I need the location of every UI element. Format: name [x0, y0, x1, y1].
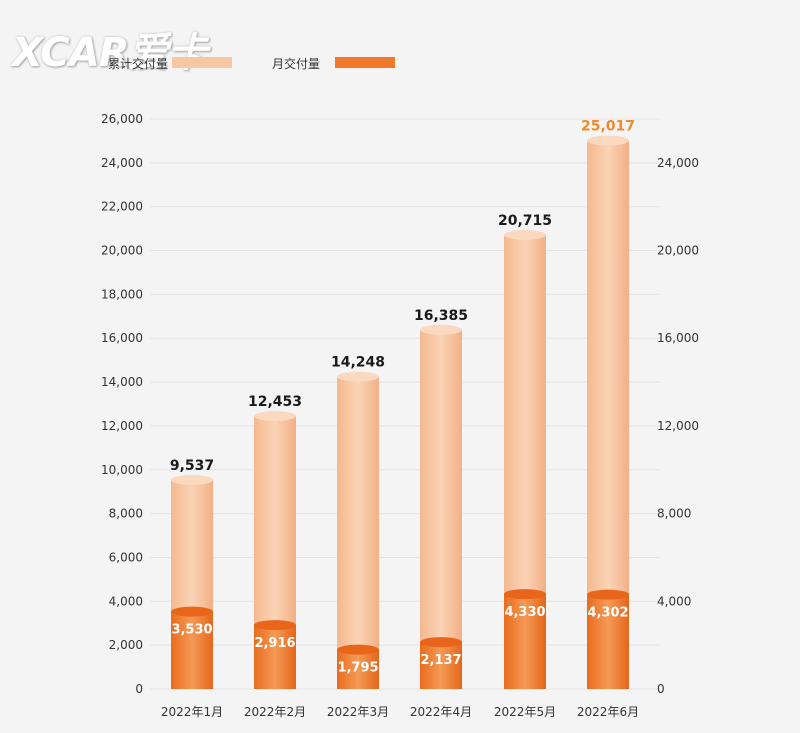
cumulative-bar-top — [420, 324, 462, 335]
right-axis-tick-label: 20,000 — [657, 244, 699, 258]
left-axis-tick-label: 6,000 — [109, 550, 143, 564]
cumulative-value-label: 9,537 — [170, 458, 214, 474]
right-axis-tick-label: 8,000 — [657, 507, 691, 521]
cumulative-bar-top — [587, 135, 629, 146]
left-axis-tick-label: 24,000 — [101, 156, 143, 170]
legend-swatch — [335, 57, 395, 68]
cumulative-bar-top — [171, 474, 213, 485]
cumulative-bar — [337, 376, 379, 689]
x-axis-category-label: 2022年6月 — [577, 705, 639, 719]
x-axis-category-label: 2022年3月 — [327, 705, 389, 719]
left-axis-tick-label: 18,000 — [101, 287, 143, 301]
x-axis-category-label: 2022年1月 — [161, 705, 223, 719]
cumulative-bar-top — [254, 410, 296, 421]
cumulative-value-label: 16,385 — [414, 308, 468, 324]
right-axis-tick-label: 0 — [657, 682, 665, 696]
monthly-bar-top — [171, 606, 213, 617]
legend-swatch — [172, 57, 232, 68]
x-axis-category-label: 2022年4月 — [410, 705, 472, 719]
left-axis-tick-label: 10,000 — [101, 463, 143, 477]
cumulative-value-label: 14,248 — [331, 355, 385, 371]
left-axis-tick-label: 2,000 — [109, 638, 143, 652]
left-axis-tick-label: 26,000 — [101, 112, 143, 126]
monthly-bar-top — [587, 589, 629, 600]
right-axis-tick-label: 16,000 — [657, 331, 699, 345]
right-axis-tick-label: 24,000 — [657, 156, 699, 170]
left-axis-tick-label: 22,000 — [101, 200, 143, 214]
monthly-value-label: 2,137 — [420, 653, 461, 668]
monthly-bar-top — [254, 620, 296, 631]
monthly-bar-top — [337, 644, 379, 655]
monthly-value-label: 2,916 — [254, 636, 295, 651]
cumulative-bar-top — [337, 371, 379, 382]
right-axis-tick-label: 4,000 — [657, 594, 691, 608]
right-axis-tick-label: 12,000 — [657, 419, 699, 433]
monthly-value-label: 4,302 — [587, 606, 628, 621]
monthly-bar — [504, 594, 546, 689]
x-axis-category-label: 2022年2月 — [244, 705, 306, 719]
legend-label: 累计交付量 — [108, 56, 168, 71]
monthly-bar — [171, 611, 213, 689]
left-axis-tick-label: 12,000 — [101, 419, 143, 433]
monthly-bar-top — [504, 589, 546, 600]
cumulative-bar-top — [504, 229, 546, 240]
xcar-logo-watermark: XCAR爱卡 — [12, 30, 208, 76]
monthly-value-label: 1,795 — [337, 661, 378, 676]
left-axis-tick-label: 8,000 — [109, 507, 143, 521]
monthly-value-label: 3,530 — [171, 623, 212, 638]
cumulative-value-label: 25,017 — [581, 119, 635, 135]
monthly-value-label: 4,330 — [504, 605, 545, 620]
monthly-bar — [254, 625, 296, 689]
cumulative-bar — [420, 329, 462, 689]
left-axis-tick-label: 16,000 — [101, 331, 143, 345]
left-axis-tick-label: 20,000 — [101, 244, 143, 258]
monthly-bar-top — [420, 637, 462, 648]
left-axis-tick-label: 0 — [135, 682, 143, 696]
left-axis-tick-label: 14,000 — [101, 375, 143, 389]
x-axis-category-label: 2022年5月 — [494, 705, 556, 719]
cumulative-value-label: 12,453 — [248, 394, 302, 410]
legend-label: 月交付量 — [272, 56, 320, 71]
monthly-bar — [420, 642, 462, 689]
cumulative-value-label: 20,715 — [498, 213, 552, 229]
monthly-bar — [337, 649, 379, 689]
monthly-bar — [587, 594, 629, 689]
left-axis-tick-label: 4,000 — [109, 594, 143, 608]
